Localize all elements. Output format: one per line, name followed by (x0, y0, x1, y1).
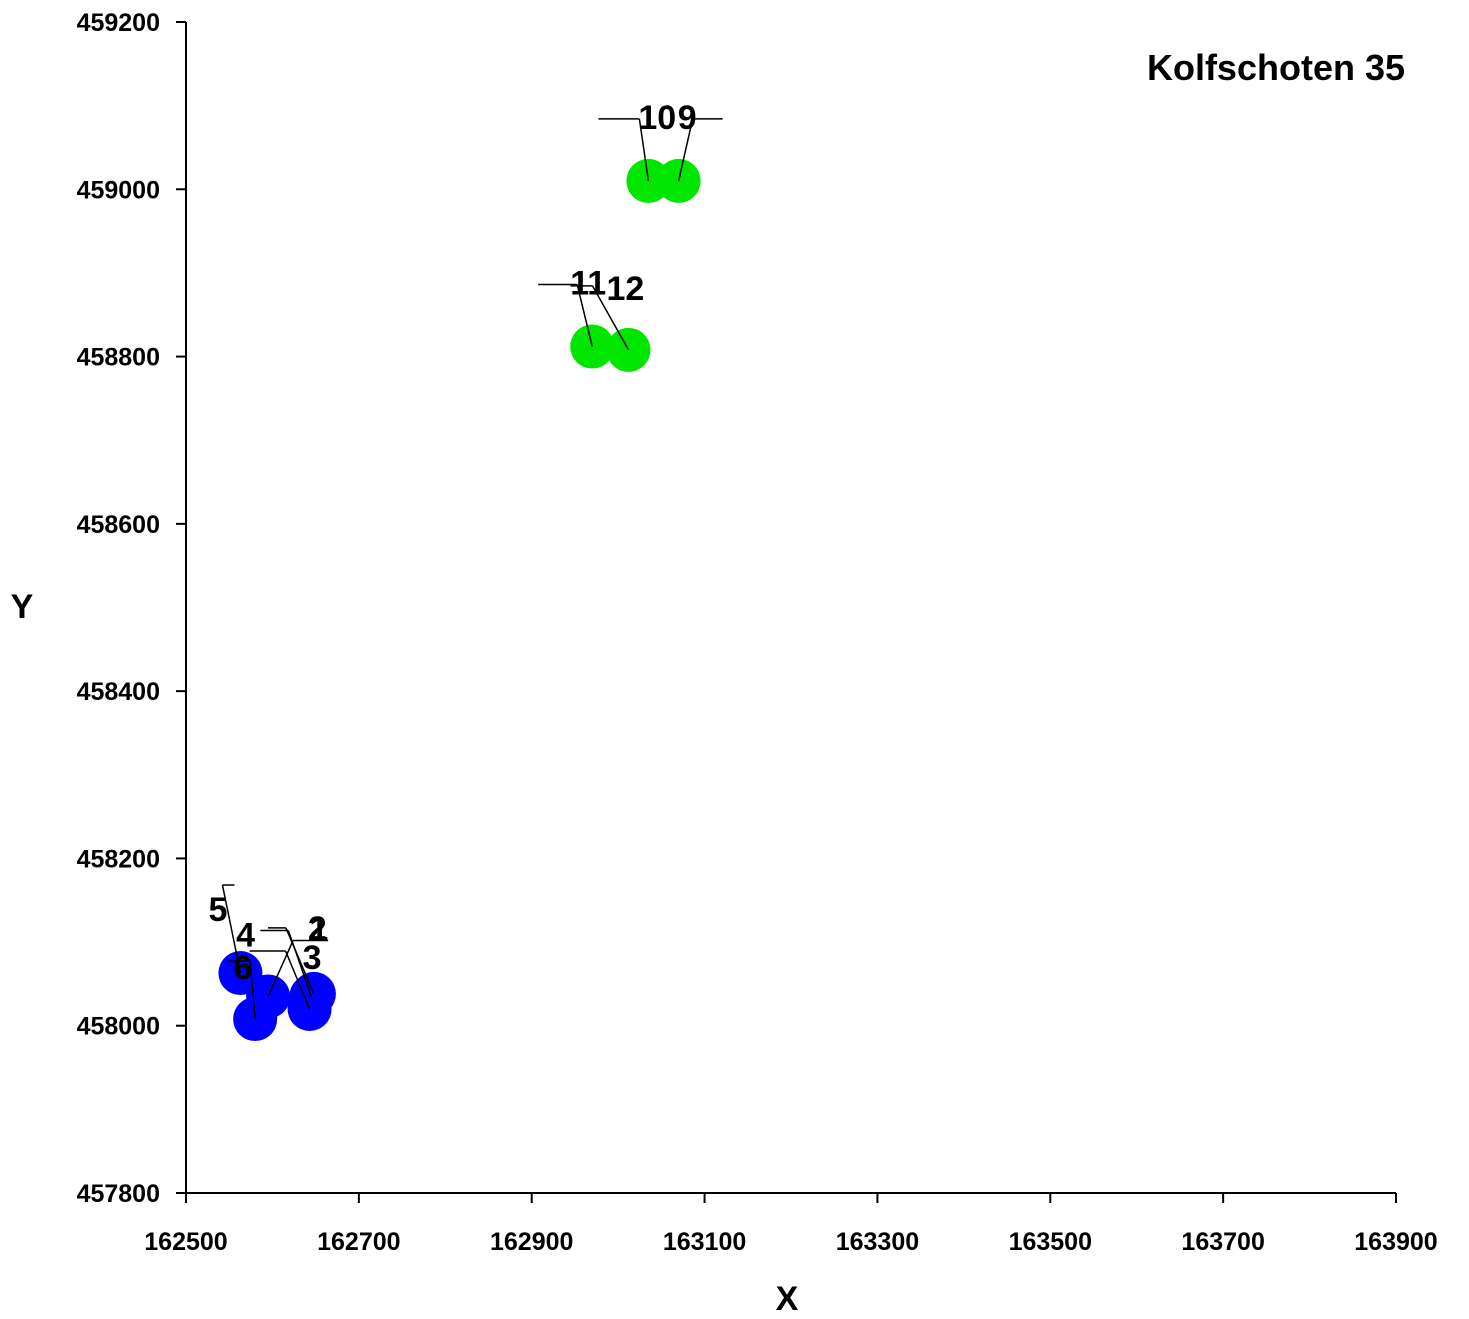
x-tick-label: 163300 (836, 1228, 919, 1256)
x-ticks: 162500 162700 162900 163100 163300 163500 1637… (144, 1193, 1438, 1256)
y-tick-label: 458000 (77, 1013, 160, 1041)
x-axis-label: X (776, 1280, 799, 1318)
label-leader-line (285, 927, 315, 995)
x-tick-label: 163700 (1181, 1228, 1264, 1256)
chart-title: Kolfschoten 35 (1147, 47, 1405, 88)
label-leader-line (267, 940, 294, 997)
y-axis-label: Y (11, 588, 34, 626)
point-label: 6 (233, 949, 252, 987)
x-tick-label: 163500 (1009, 1228, 1092, 1256)
y-ticks: 457800 458000 458200 458400 458600 458800 4590… (77, 9, 186, 1208)
point-label: 4 (236, 916, 255, 954)
x-tick-label: 163100 (663, 1228, 746, 1256)
y-tick-label: 459200 (77, 9, 160, 37)
label-leader-line (284, 950, 311, 1010)
axes: 162500 162700 162900 163100 163300 163500 1637… (77, 9, 1438, 1256)
point-label: 11 (570, 265, 606, 303)
x-tick-label: 162900 (490, 1228, 573, 1256)
y-tick-label: 457800 (77, 1180, 160, 1208)
point-label: 2 (308, 910, 327, 948)
point-label: 9 (678, 99, 697, 137)
label-leader-line (677, 118, 694, 182)
point-label: 12 (607, 270, 645, 308)
label-leader-line (221, 884, 242, 974)
y-tick-label: 458400 (77, 678, 160, 706)
y-tick-label: 458200 (77, 845, 160, 873)
label-leader-line (591, 285, 630, 351)
point-label: 10 (638, 99, 676, 137)
y-tick-label: 458600 (77, 511, 160, 539)
point-label: 5 (209, 891, 228, 929)
x-tick-label: 162500 (144, 1228, 227, 1256)
point-label: 3 (303, 939, 322, 977)
label-leader-line (576, 284, 593, 347)
x-tick-label: 163900 (1354, 1228, 1437, 1256)
label-leader-line (638, 118, 650, 182)
label-leader-line (249, 960, 256, 1020)
y-tick-label: 458800 (77, 344, 160, 372)
point-label: 1 (309, 910, 328, 948)
y-tick-label: 459000 (77, 176, 160, 204)
x-tick-label: 162700 (317, 1228, 400, 1256)
